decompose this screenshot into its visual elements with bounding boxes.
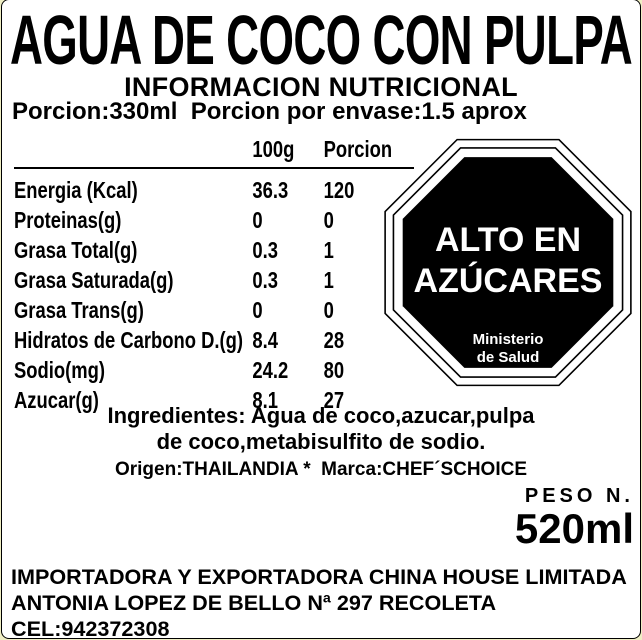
svg-text:Ministerio: Ministerio [473,331,544,348]
svg-text:de Salud: de Salud [477,349,540,366]
svg-text:ALTO EN: ALTO EN [435,221,581,259]
svg-text:AZÚCARES: AZÚCARES [414,262,603,300]
